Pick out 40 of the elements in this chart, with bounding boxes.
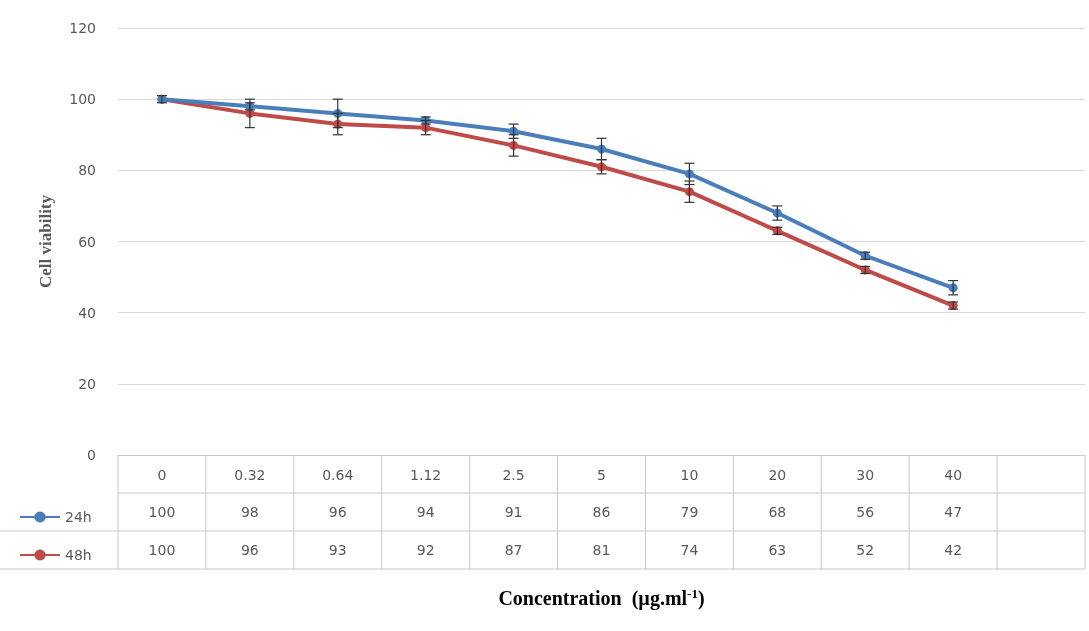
x-tick-label: 5 [597,467,606,483]
x-tick-label: 2.5 [502,467,525,483]
x-tick-label: 10 [680,467,699,483]
data-label: 47 [944,504,963,520]
data-label: 96 [240,542,259,558]
x-tick-label: 20 [768,467,787,483]
data-label: 93 [328,542,347,558]
data-label: 98 [240,504,259,520]
data-label: 92 [416,542,435,558]
y-tick-label: 100 [69,91,96,108]
data-label: 100 [148,542,176,558]
data-label: 100 [148,504,176,520]
data-label: 94 [416,504,435,520]
legend-label: 24h [65,509,92,525]
y-tick-label: 0 [87,447,96,463]
y-axis-title: Cell viability [36,194,55,289]
y-tick-label: 80 [78,162,96,179]
x-tick-label: 40 [944,467,963,483]
x-tick-label: 30 [856,467,875,483]
y-tick-label: 60 [78,233,96,250]
y-tick-label: 120 [69,20,96,36]
x-tick-label: 0.32 [234,467,266,483]
data-label: 56 [856,504,875,520]
x-tick-label: 0 [157,467,167,483]
legend-label: 48h [65,547,92,563]
data-label: 86 [592,504,611,520]
data-label: 42 [944,542,963,558]
data-label: 74 [680,542,699,558]
data-label: 81 [592,542,611,558]
data-label: 63 [768,542,787,558]
data-label: 87 [504,542,523,558]
data-label: 96 [328,504,347,520]
data-label: 79 [680,504,699,520]
x-tick-label: 1.12 [410,467,442,483]
x-tick-label: 0.64 [322,467,354,483]
y-tick-label: 20 [78,375,96,392]
data-label: 91 [504,504,523,520]
y-tick-label: 40 [78,304,96,321]
data-label: 52 [856,542,875,558]
data-label: 68 [768,504,787,520]
